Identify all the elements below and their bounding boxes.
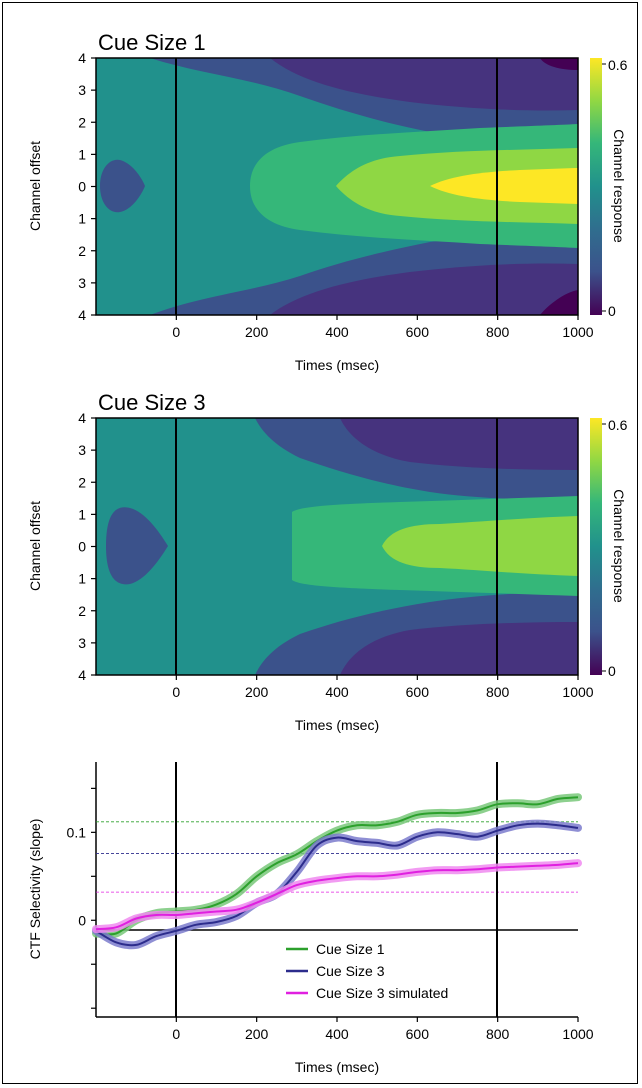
x-tick-label: 0 (172, 684, 180, 700)
heatmap-2-ylabel: Channel offset (27, 501, 43, 591)
contour-left-blob (100, 159, 145, 213)
y-tick-label: 4 (78, 307, 86, 323)
line-xticks: 0 200 400 600 800 1000 (172, 1017, 594, 1042)
colorbar-1-max-label: 0.6 (608, 57, 628, 73)
heatmap-panel-1: Cue Size 1 Channel offset Times (msec) 4… (27, 30, 628, 373)
colorbar-1-min-label: 0 (608, 303, 616, 319)
heatmap-2-contours (96, 418, 578, 675)
contour-darkest-top (540, 58, 578, 70)
heatmap-1-contours (96, 58, 578, 315)
series-line (95, 862, 579, 931)
y-tick-label: 0 (78, 539, 86, 555)
x-tick-label: 1000 (562, 1026, 593, 1042)
heatmap-1-ylabel: Channel offset (27, 141, 43, 231)
contour-purple-top (340, 418, 578, 470)
contour-darkest-bottom (540, 290, 578, 315)
x-tick-label: 600 (406, 1026, 430, 1042)
x-tick-label: 800 (486, 324, 510, 340)
x-tick-label: 600 (406, 324, 430, 340)
colorbar-2-max-label: 0.6 (608, 417, 628, 433)
y-tick-label: 1 (78, 506, 86, 522)
y-tick-label: 2 (78, 243, 86, 259)
y-tick-label: 3 (78, 275, 86, 291)
x-tick-label: 200 (245, 324, 269, 340)
heatmap-1-xlabel: Times (msec) (295, 357, 379, 373)
heatmap-2-xlabel: Times (msec) (295, 717, 379, 733)
heatmap-panel-2: Cue Size 3 Channel offset Times (msec) 4… (27, 390, 628, 733)
y-tick-label: 2 (78, 474, 86, 490)
contour-lightgreen (382, 516, 578, 576)
line-yticks: 00.1 (67, 787, 96, 1009)
x-tick-label: 0 (172, 1026, 180, 1042)
legend: Cue Size 1 Cue Size 3 Cue Size 3 simulated (286, 941, 448, 1001)
heatmap-2-xticks: 0 200 400 600 800 1000 (172, 675, 594, 700)
line-ylabel: CTF Selectivity (slope) (27, 819, 43, 960)
contour-purple-top (270, 58, 578, 111)
colorbar-1 (590, 58, 602, 315)
x-tick-label: 200 (245, 1026, 269, 1042)
series-band (92, 859, 582, 934)
legend-label: Cue Size 3 simulated (316, 985, 448, 1001)
y-tick-label: 4 (78, 410, 86, 426)
contour-purple-bottom (270, 263, 578, 315)
y-tick-label: 0.1 (67, 824, 87, 840)
x-tick-label: 1000 (562, 684, 593, 700)
y-tick-label: 4 (78, 667, 86, 683)
contour-yellow (430, 168, 578, 204)
contour-left-blob (106, 507, 168, 585)
x-tick-label: 0 (172, 324, 180, 340)
colorbar-2-label: Channel response (611, 489, 627, 603)
y-tick-label: 3 (78, 635, 86, 651)
y-tick-label: 4 (78, 50, 86, 66)
x-tick-label: 1000 (562, 324, 593, 340)
line-panel: 00.1 0 200 400 600 800 1000 CTF Selectivity (… (27, 762, 594, 1075)
y-tick-label: 1 (78, 146, 86, 162)
heatmap-2-yticks: 4 3 2 1 0 1 2 3 4 (78, 410, 96, 683)
y-tick-label: 0 (78, 179, 86, 195)
line-xlabel: Times (msec) (295, 1059, 379, 1075)
y-tick-label: 1 (78, 571, 86, 587)
x-tick-label: 200 (245, 684, 269, 700)
colorbar-2 (590, 418, 602, 675)
x-tick-label: 800 (486, 684, 510, 700)
heatmap-2-title: Cue Size 3 (98, 390, 206, 415)
x-tick-label: 400 (325, 1026, 349, 1042)
colorbar-2-min-label: 0 (608, 663, 616, 679)
x-tick-label: 800 (486, 1026, 510, 1042)
y-tick-label: 1 (78, 211, 86, 227)
series-group (92, 793, 582, 950)
heatmap-1-title: Cue Size 1 (98, 30, 206, 55)
heatmap-1-xticks: 0 200 400 600 800 1000 (172, 315, 594, 340)
y-tick-label: 0 (78, 912, 86, 928)
colorbar-1-label: Channel response (611, 129, 627, 243)
contour-purple-bottom (340, 622, 578, 675)
x-tick-label: 400 (325, 324, 349, 340)
series-line (95, 822, 579, 947)
y-tick-label: 3 (78, 442, 86, 458)
series-band (92, 819, 582, 950)
y-tick-label: 2 (78, 603, 86, 619)
x-tick-label: 600 (406, 684, 430, 700)
y-tick-label: 2 (78, 114, 86, 130)
legend-label: Cue Size 3 (316, 963, 385, 979)
legend-label: Cue Size 1 (316, 941, 385, 957)
x-tick-label: 400 (325, 684, 349, 700)
heatmap-1-yticks: 4 3 2 1 0 1 2 3 4 (78, 50, 96, 323)
y-tick-label: 3 (78, 82, 86, 98)
